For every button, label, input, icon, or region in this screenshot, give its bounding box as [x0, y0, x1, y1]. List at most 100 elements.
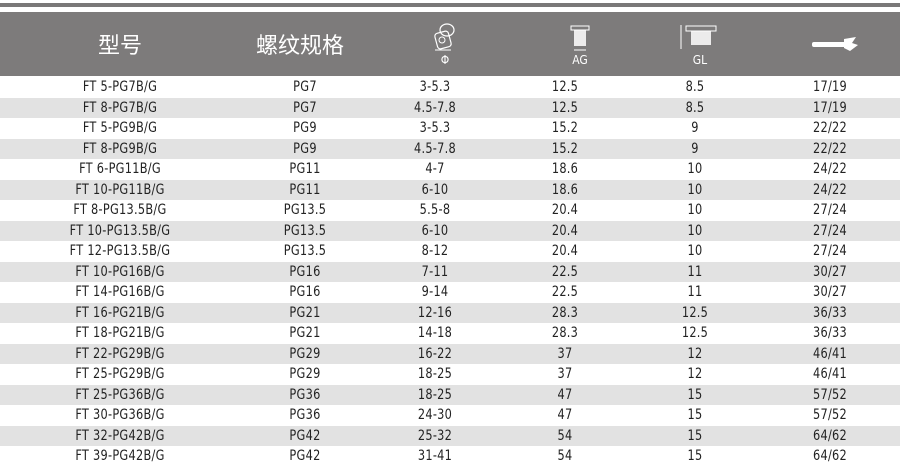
cell-gl: 10: [687, 181, 703, 198]
cell-gl: 11: [687, 263, 703, 280]
cell-wrench-size: 27/24: [812, 202, 848, 219]
cell-diameter-range: 4.5-7.8: [413, 99, 457, 116]
cell-thread-spec: PG36: [289, 386, 321, 403]
table-row: FT 10-PG16B/G PG16 7-11 22.5 11 30/27: [0, 261, 900, 282]
header-thread-spec: 螺纹规格: [255, 34, 344, 59]
cell-gl: 15: [687, 386, 703, 403]
cell-wrench-size: 30/27: [812, 263, 848, 280]
cell-diameter-range: 6-10: [421, 181, 449, 198]
cell-ag: 18.6: [551, 161, 579, 178]
header-phi: Φ: [440, 52, 450, 67]
cell-model: FT 10-PG16B/G: [75, 263, 165, 280]
table-row: FT 14-PG16B/G PG16 9-14 22.5 11 30/27: [0, 282, 900, 303]
cell-diameter-range: 25-32: [417, 427, 453, 444]
cell-diameter-range: 7-11: [421, 263, 449, 280]
cell-gl: 10: [687, 222, 703, 239]
table-row: FT 18-PG21B/G PG21 14-18 28.3 12.5 36/33: [0, 323, 900, 344]
cell-thread-spec: PG11: [289, 161, 321, 178]
cell-model: FT 8-PG9B/G: [82, 140, 158, 157]
cell-gl: 15: [687, 407, 703, 424]
cable-gland-diameter-icon: [434, 22, 455, 50]
cell-gl: 15: [687, 448, 703, 465]
cell-wrench-size: 27/24: [812, 243, 848, 260]
cell-ag: 37: [557, 345, 573, 362]
thread-length-icon: [570, 25, 590, 50]
cell-thread-spec: PG13.5: [283, 222, 327, 239]
cell-gl: 10: [687, 202, 703, 219]
spec-table: FT 5-PG7B/G PG7 3-5.3 12.5 8.5 17/19 FT 8-PG7B…: [0, 77, 900, 467]
cell-thread-spec: PG29: [289, 366, 321, 383]
cell-model: FT 10-PG13.5B/G: [69, 222, 171, 239]
cell-diameter-range: 24-30: [417, 407, 453, 424]
cell-thread-spec: PG9: [293, 140, 317, 157]
cell-gl: 9: [691, 120, 699, 137]
cell-ag: 20.4: [551, 222, 579, 239]
header-gl-label: GL: [692, 52, 708, 67]
cell-thread-spec: PG21: [289, 304, 321, 321]
cell-model: FT 14-PG16B/G: [75, 284, 165, 301]
cell-gl: 8.5: [685, 79, 705, 96]
cell-model: FT 5-PG7B/G: [82, 79, 158, 96]
table-row: FT 5-PG7B/G PG7 3-5.3 12.5 8.5 17/19: [0, 77, 900, 98]
table-row: FT 8-PG7B/G PG7 4.5-7.8 12.5 8.5 17/19: [0, 97, 900, 118]
cell-model: FT 8-PG7B/G: [82, 99, 158, 116]
cell-model: FT 8-PG13.5B/G: [73, 202, 167, 219]
cell-thread-spec: PG29: [289, 345, 321, 362]
cell-diameter-range: 16-22: [417, 345, 453, 362]
cell-gl: 8.5: [685, 99, 705, 116]
cell-gl: 12: [687, 345, 703, 362]
cell-ag: 37: [557, 366, 573, 383]
cell-thread-spec: PG13.5: [283, 202, 327, 219]
top-rule: [0, 3, 900, 7]
cell-diameter-range: 4-7: [425, 161, 445, 178]
table-row: FT 10-PG11B/G PG11 6-10 18.6 10 24/22: [0, 179, 900, 200]
cell-ag: 54: [557, 427, 573, 444]
cell-gl: 10: [687, 161, 703, 178]
table-row: FT 22-PG29B/G PG29 16-22 37 12 46/41: [0, 343, 900, 364]
table-row: FT 5-PG9B/G PG9 3-5.3 15.2 9 22/22: [0, 118, 900, 139]
gland-length-icon: [680, 24, 717, 49]
cell-thread-spec: PG7: [293, 99, 317, 116]
cell-thread-spec: PG42: [289, 427, 321, 444]
header-ag-label: AG: [572, 52, 588, 67]
cell-wrench-size: 22/22: [812, 120, 848, 137]
cell-diameter-range: 18-25: [417, 366, 453, 383]
cell-thread-spec: PG9: [293, 120, 317, 137]
cell-ag: 54: [557, 448, 573, 465]
cell-wrench-size: 24/22: [812, 181, 848, 198]
cell-thread-spec: PG16: [289, 284, 321, 301]
cell-wrench-size: 64/62: [812, 448, 848, 465]
cell-ag: 28.3: [551, 325, 579, 342]
cell-model: FT 12-PG13.5B/G: [69, 243, 171, 260]
cell-diameter-range: 4.5-7.8: [413, 140, 457, 157]
cell-gl: 15: [687, 427, 703, 444]
cell-diameter-range: 8-12: [421, 243, 449, 260]
table-row: FT 25-PG36B/G PG36 18-25 47 15 57/52: [0, 384, 900, 405]
wrench-icon: [812, 37, 858, 51]
cell-thread-spec: PG16: [289, 263, 321, 280]
cell-thread-spec: PG13.5: [283, 243, 327, 260]
cell-gl: 12.5: [681, 325, 709, 342]
cell-thread-spec: PG42: [289, 448, 321, 465]
cell-wrench-size: 46/41: [812, 345, 848, 362]
cell-diameter-range: 9-14: [421, 284, 449, 301]
cell-model: FT 6-PG11B/G: [79, 161, 161, 178]
cell-ag: 20.4: [551, 243, 579, 260]
cell-thread-spec: PG36: [289, 407, 321, 424]
cell-model: FT 25-PG29B/G: [75, 366, 165, 383]
cell-model: FT 30-PG36B/G: [75, 407, 165, 424]
header-gl: GL: [670, 12, 730, 76]
cell-wrench-size: 64/62: [812, 427, 848, 444]
cell-ag: 47: [557, 386, 573, 403]
cell-diameter-range: 14-18: [417, 325, 453, 342]
table-row: FT 8-PG9B/G PG9 4.5-7.8 15.2 9 22/22: [0, 138, 900, 159]
cell-gl: 9: [691, 140, 699, 157]
cell-diameter-range: 12-16: [417, 304, 453, 321]
cell-model: FT 10-PG11B/G: [75, 181, 165, 198]
table-header: 型号 螺纹规格 Φ AG GL: [0, 12, 900, 76]
cell-diameter-range: 5.5-8: [419, 202, 451, 219]
cell-model: FT 18-PG21B/G: [75, 325, 165, 342]
cell-thread-spec: PG21: [289, 325, 321, 342]
cell-model: FT 5-PG9B/G: [82, 120, 158, 137]
cell-thread-spec: PG11: [289, 181, 321, 198]
